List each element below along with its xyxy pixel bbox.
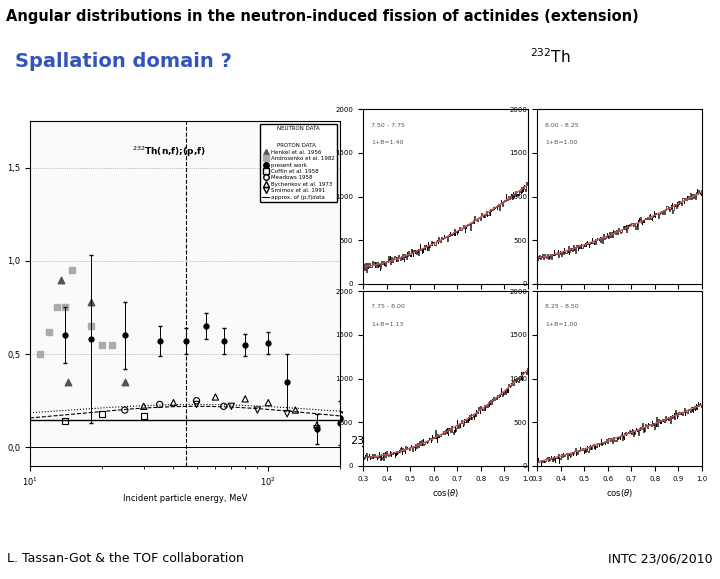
Point bbox=[311, 420, 323, 430]
Point bbox=[168, 398, 179, 407]
Point bbox=[251, 405, 263, 415]
Point bbox=[85, 297, 96, 306]
Text: Spallation domain ?: Spallation domain ? bbox=[15, 52, 232, 71]
Point bbox=[240, 394, 251, 404]
Point bbox=[96, 340, 107, 349]
Point bbox=[59, 303, 71, 312]
Legend: Henkel et al. 1956, Androsenko et al. 1982, present work, Coffin et al. 1958, Me: Henkel et al. 1956, Androsenko et al. 19… bbox=[260, 124, 337, 201]
Point bbox=[63, 378, 74, 387]
Text: 232: 232 bbox=[350, 436, 372, 446]
Point bbox=[138, 402, 150, 411]
Point bbox=[191, 396, 202, 405]
Text: 8.25 - 8.50: 8.25 - 8.50 bbox=[545, 305, 579, 310]
Point bbox=[218, 402, 230, 411]
Point bbox=[191, 400, 202, 409]
Point bbox=[225, 402, 237, 411]
X-axis label: cos($\theta$): cos($\theta$) bbox=[432, 488, 459, 499]
Point bbox=[210, 393, 221, 402]
Text: 1+B=1.40: 1+B=1.40 bbox=[372, 140, 404, 145]
Text: Tutin et al., NIM A457 (2001) 646: Tutin et al., NIM A457 (2001) 646 bbox=[60, 411, 345, 426]
Point bbox=[66, 266, 78, 275]
Point bbox=[51, 303, 63, 312]
Text: Angular distributions in the neutron-induced fission of actinides (extension): Angular distributions in the neutron-ind… bbox=[6, 9, 639, 24]
Point bbox=[289, 405, 301, 415]
Point bbox=[106, 340, 117, 349]
X-axis label: cos($\theta$): cos($\theta$) bbox=[606, 488, 633, 499]
Point bbox=[119, 405, 130, 415]
Point bbox=[43, 327, 55, 336]
Text: Th at high energy: Th at high energy bbox=[362, 446, 498, 461]
Text: Need to confirm the high anisotropy of: Need to confirm the high anisotropy of bbox=[35, 446, 337, 461]
Text: 8.00 - 8.25: 8.00 - 8.25 bbox=[545, 123, 579, 127]
Point bbox=[59, 417, 71, 426]
Point bbox=[96, 409, 107, 419]
Text: 7.75 - 8.00: 7.75 - 8.00 bbox=[372, 305, 405, 310]
Text: 7.50 - 7.75: 7.50 - 7.75 bbox=[372, 123, 405, 127]
Point bbox=[282, 409, 293, 419]
Text: $^{232}$Th: $^{232}$Th bbox=[530, 47, 571, 65]
Text: 1+B=1.00: 1+B=1.00 bbox=[545, 140, 577, 145]
Point bbox=[85, 321, 96, 331]
Text: 1+B=1.13: 1+B=1.13 bbox=[372, 322, 404, 327]
Text: INTC 23/06/2010: INTC 23/06/2010 bbox=[608, 552, 713, 566]
Point bbox=[55, 275, 67, 284]
X-axis label: Incident particle energy, MeV: Incident particle energy, MeV bbox=[123, 494, 247, 503]
Y-axis label: Anisotropy factor, W(0$\degree$)/W(90$\degree$) - 1  (c.m.s): Anisotropy factor, W(0$\degree$)/W(90$\d… bbox=[0, 210, 1, 377]
Text: 1+B=1.00: 1+B=1.00 bbox=[545, 322, 577, 327]
Point bbox=[138, 411, 150, 420]
Point bbox=[263, 398, 274, 407]
Text: $^{232}$Th(n,f);(p,f): $^{232}$Th(n,f);(p,f) bbox=[132, 145, 206, 159]
Text: L. Tassan-Got & the TOF collaboration: L. Tassan-Got & the TOF collaboration bbox=[7, 552, 244, 566]
Point bbox=[311, 424, 323, 433]
Point bbox=[119, 378, 130, 387]
Point bbox=[34, 350, 45, 359]
Point bbox=[154, 400, 166, 409]
